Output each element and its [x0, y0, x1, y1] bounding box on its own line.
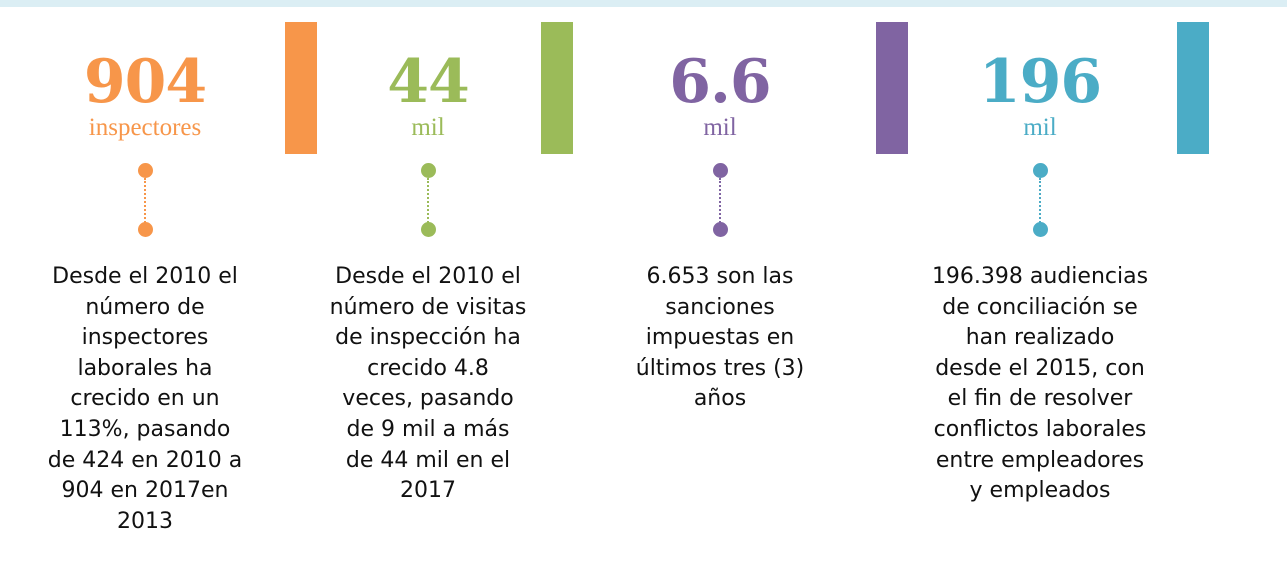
description-line: 6.653 son las: [646, 264, 794, 289]
description-line: han realizado: [965, 325, 1115, 351]
stat-unit: mil: [1023, 114, 1057, 141]
description-line: 113%, pasando: [59, 416, 231, 442]
dot: [712, 222, 728, 237]
stat-description: Desde el 2010 el número de visitas de insp…: [278, 262, 578, 507]
connector: [719, 178, 721, 226]
color-bar: [876, 22, 908, 154]
stat-description: 6.653 son las sanciones impuestas en último…: [570, 262, 870, 415]
description-line: inspectores: [81, 325, 209, 351]
description-line: desde el 2015, con: [935, 355, 1145, 381]
description-line: laborales ha: [77, 355, 213, 381]
description-line: número de: [85, 294, 205, 320]
dot: [1032, 163, 1048, 178]
top-bar: [0, 0, 1287, 7]
stat-unit: inspectores: [88, 114, 202, 141]
description-line: conflictos laborales: [933, 416, 1147, 442]
description-line: Desde el 2010 el: [335, 264, 521, 289]
connector: [427, 178, 429, 226]
description-line: el fin de resolver: [947, 386, 1133, 412]
description-line: número de visitas: [329, 294, 527, 320]
description-line: 904 en 2017en: [61, 478, 229, 504]
color-bar: [1177, 22, 1209, 154]
description-line: veces, pasando: [342, 386, 514, 412]
description-line: 2017: [400, 478, 456, 504]
description-line: años: [693, 386, 747, 412]
description-line: Desde el 2010 el: [52, 264, 238, 289]
description-line: de 44 mil en el: [345, 447, 511, 473]
dot: [1032, 222, 1048, 237]
dot: [420, 222, 436, 237]
stat-unit: mil: [703, 114, 737, 141]
stat-unit: mil: [411, 114, 445, 141]
color-bar: [285, 22, 317, 154]
stat-description: Desde el 2010 el número de inspectores labo…: [0, 262, 295, 537]
description-line: últimos tres (3): [635, 355, 805, 381]
connector: [1039, 178, 1041, 226]
description-line: crecido 4.8: [367, 355, 489, 381]
stat-number: 44: [387, 47, 470, 117]
description-line: de inspección ha: [335, 325, 521, 351]
description-line: 2013: [117, 508, 173, 534]
stat-description: 196.398 audiencias de conciliación se han …: [890, 262, 1190, 507]
connector: [144, 178, 146, 226]
stat-number: 904: [83, 47, 207, 117]
description-line: y empleados: [969, 478, 1111, 504]
dot: [420, 163, 436, 178]
dot: [137, 222, 153, 237]
description-line: de 424 en 2010 a: [47, 447, 243, 473]
stat-number: 196: [978, 47, 1102, 117]
dot: [712, 163, 728, 178]
description-line: entre empleadores: [935, 447, 1145, 473]
description-line: crecido en un: [70, 386, 220, 412]
description-line: 196.398 audiencias: [931, 264, 1149, 289]
description-line: de conciliación se: [942, 294, 1138, 320]
stat-number: 6.6: [669, 47, 771, 117]
description-line: impuestas en: [645, 325, 795, 351]
color-bar: [541, 22, 573, 154]
description-line: sanciones: [665, 294, 775, 320]
description-line: de 9 mil a más: [346, 416, 510, 442]
dot: [137, 163, 153, 178]
